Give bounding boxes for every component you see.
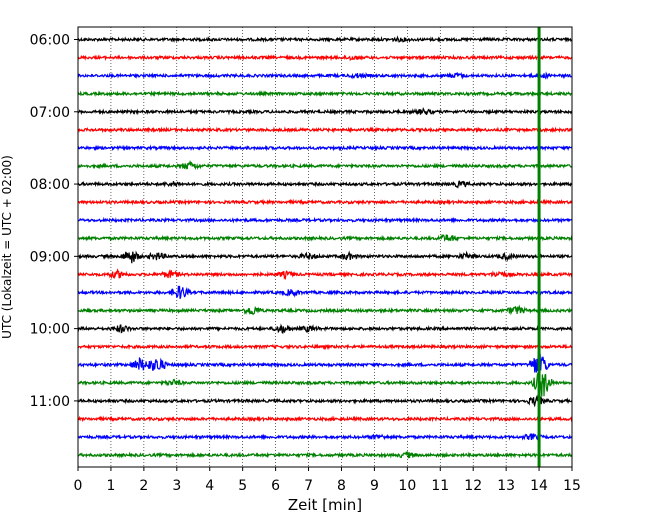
- seismic-trace: [77, 126, 573, 134]
- x-tick-label: 11: [431, 478, 449, 494]
- y-tick-label: 06:00: [30, 33, 70, 49]
- seismic-trace: [77, 234, 573, 242]
- seismic-trace: [77, 450, 573, 459]
- seismic-trace: [77, 159, 573, 171]
- x-tick-label: 4: [205, 478, 214, 494]
- y-axis-ticks: 06:00 07:00 08:00 09:00 10:00 11:00: [30, 33, 78, 410]
- seismic-trace: [77, 343, 573, 351]
- seismic-trace: [77, 54, 573, 62]
- x-tick-label: 1: [106, 478, 115, 494]
- seismic-trace: [77, 268, 573, 281]
- seismic-trace: [77, 323, 573, 334]
- y-axis-label: UTC (Lokalzeit = UTC + 02:00): [0, 155, 14, 339]
- seismic-trace: [77, 415, 573, 423]
- seismic-trace: [77, 71, 573, 80]
- y-tick-label: 08:00: [30, 177, 70, 193]
- x-axis-ticks: 0 1 2 3 4 5 6 7 8 9 10 11 12 13 14 15: [74, 467, 581, 494]
- seismic-trace: [77, 304, 573, 316]
- seismic-trace: [77, 35, 573, 43]
- seismic-traces: [77, 35, 573, 459]
- vertical-gridlines: [110, 27, 540, 467]
- x-tick-label: 12: [464, 478, 482, 494]
- seismic-trace: [77, 394, 573, 408]
- seismic-trace: [77, 144, 573, 152]
- x-tick-label: 6: [271, 478, 280, 494]
- seismic-trace: [77, 90, 573, 98]
- seismic-trace: [77, 180, 573, 189]
- x-tick-label: 14: [530, 478, 548, 494]
- seismic-trace: [77, 352, 573, 378]
- seismic-trace: [77, 285, 573, 299]
- seismic-trace: [77, 372, 573, 397]
- y-tick-label: 09:00: [30, 249, 70, 265]
- y-tick-label: 11:00: [30, 394, 70, 410]
- seismic-trace: [77, 198, 573, 206]
- plot-background: [78, 27, 572, 467]
- seismic-trace: [77, 433, 573, 441]
- x-tick-label: 3: [172, 478, 181, 494]
- x-tick-label: 2: [139, 478, 148, 494]
- x-tick-label: 7: [304, 478, 313, 494]
- x-tick-label: 0: [74, 478, 83, 494]
- x-tick-label: 10: [398, 478, 416, 494]
- seismic-trace: [77, 216, 573, 224]
- y-tick-label: 07:00: [30, 105, 70, 121]
- seismic-trace: [77, 106, 573, 116]
- x-axis-label: Zeit [min]: [288, 496, 362, 514]
- x-tick-label: 13: [497, 478, 515, 494]
- x-tick-label: 5: [238, 478, 247, 494]
- plot-frame: [77, 26, 573, 468]
- x-tick-label: 8: [337, 478, 346, 494]
- x-tick-label: 15: [563, 478, 581, 494]
- y-tick-label: 10:00: [30, 322, 70, 338]
- seismic-trace: [77, 250, 573, 264]
- x-tick-label: 9: [370, 478, 379, 494]
